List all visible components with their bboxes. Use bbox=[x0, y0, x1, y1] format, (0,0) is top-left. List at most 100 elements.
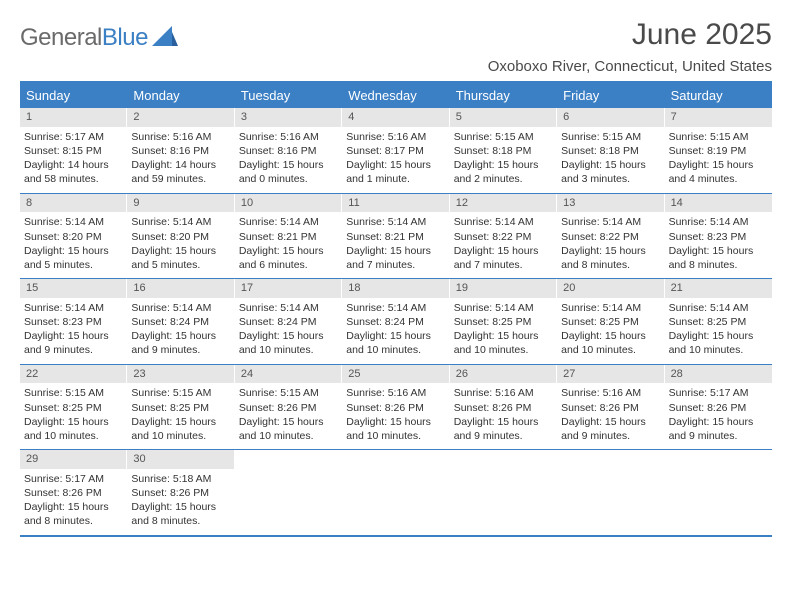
day-body: Sunrise: 5:17 AMSunset: 8:26 PMDaylight:… bbox=[665, 383, 772, 449]
day-cell: 17Sunrise: 5:14 AMSunset: 8:24 PMDayligh… bbox=[235, 279, 342, 364]
day-d2: and 59 minutes. bbox=[131, 172, 230, 186]
day-d2: and 8 minutes. bbox=[669, 258, 768, 272]
day-body: Sunrise: 5:14 AMSunset: 8:23 PMDaylight:… bbox=[20, 298, 127, 364]
day-cell: 2Sunrise: 5:16 AMSunset: 8:16 PMDaylight… bbox=[127, 108, 234, 193]
day-sr: Sunrise: 5:17 AM bbox=[24, 472, 123, 486]
day-d1: Daylight: 15 hours bbox=[24, 415, 123, 429]
date-number: 10 bbox=[235, 194, 342, 213]
day-body: Sunrise: 5:14 AMSunset: 8:25 PMDaylight:… bbox=[665, 298, 772, 364]
day-body: Sunrise: 5:15 AMSunset: 8:26 PMDaylight:… bbox=[235, 383, 342, 449]
day-cell: 14Sunrise: 5:14 AMSunset: 8:23 PMDayligh… bbox=[665, 194, 772, 279]
day-sr: Sunrise: 5:14 AM bbox=[669, 301, 768, 315]
day-ss: Sunset: 8:25 PM bbox=[454, 315, 553, 329]
date-number: 12 bbox=[450, 194, 557, 213]
day-body: Sunrise: 5:15 AMSunset: 8:19 PMDaylight:… bbox=[665, 127, 772, 193]
day-sr: Sunrise: 5:14 AM bbox=[346, 215, 445, 229]
day-d1: Daylight: 15 hours bbox=[669, 415, 768, 429]
day-sr: Sunrise: 5:14 AM bbox=[24, 301, 123, 315]
day-d1: Daylight: 15 hours bbox=[239, 158, 338, 172]
day-body: Sunrise: 5:16 AMSunset: 8:16 PMDaylight:… bbox=[127, 127, 234, 193]
day-d1: Daylight: 15 hours bbox=[131, 500, 230, 514]
dow-monday: Monday bbox=[127, 83, 234, 108]
day-d1: Daylight: 15 hours bbox=[239, 329, 338, 343]
day-d1: Daylight: 15 hours bbox=[561, 415, 660, 429]
date-number: 1 bbox=[20, 108, 127, 127]
day-d2: and 3 minutes. bbox=[561, 172, 660, 186]
date-number: 15 bbox=[20, 279, 127, 298]
day-d2: and 10 minutes. bbox=[454, 343, 553, 357]
date-number: 16 bbox=[127, 279, 234, 298]
day-d1: Daylight: 15 hours bbox=[346, 329, 445, 343]
day-body: Sunrise: 5:17 AMSunset: 8:15 PMDaylight:… bbox=[20, 127, 127, 193]
day-d1: Daylight: 14 hours bbox=[24, 158, 123, 172]
date-number: 3 bbox=[235, 108, 342, 127]
day-d2: and 9 minutes. bbox=[131, 343, 230, 357]
day-cell bbox=[665, 450, 772, 535]
day-ss: Sunset: 8:26 PM bbox=[131, 486, 230, 500]
day-sr: Sunrise: 5:17 AM bbox=[669, 386, 768, 400]
date-number: 5 bbox=[450, 108, 557, 127]
day-d1: Daylight: 15 hours bbox=[24, 329, 123, 343]
day-ss: Sunset: 8:16 PM bbox=[131, 144, 230, 158]
date-number: 29 bbox=[20, 450, 127, 469]
day-d2: and 10 minutes. bbox=[131, 429, 230, 443]
day-body: Sunrise: 5:16 AMSunset: 8:26 PMDaylight:… bbox=[342, 383, 449, 449]
day-d1: Daylight: 15 hours bbox=[561, 158, 660, 172]
weeks-container: 1Sunrise: 5:17 AMSunset: 8:15 PMDaylight… bbox=[20, 108, 772, 535]
day-ss: Sunset: 8:26 PM bbox=[24, 486, 123, 500]
month-title: June 2025 bbox=[488, 18, 772, 52]
day-sr: Sunrise: 5:14 AM bbox=[239, 215, 338, 229]
date-number: 26 bbox=[450, 365, 557, 384]
day-cell bbox=[557, 450, 664, 535]
day-body: Sunrise: 5:15 AMSunset: 8:18 PMDaylight:… bbox=[557, 127, 664, 193]
day-body: Sunrise: 5:16 AMSunset: 8:16 PMDaylight:… bbox=[235, 127, 342, 193]
day-cell: 29Sunrise: 5:17 AMSunset: 8:26 PMDayligh… bbox=[20, 450, 127, 535]
day-body: Sunrise: 5:14 AMSunset: 8:23 PMDaylight:… bbox=[665, 212, 772, 278]
day-body: Sunrise: 5:14 AMSunset: 8:25 PMDaylight:… bbox=[450, 298, 557, 364]
day-d2: and 0 minutes. bbox=[239, 172, 338, 186]
day-ss: Sunset: 8:24 PM bbox=[346, 315, 445, 329]
date-number bbox=[557, 450, 664, 469]
day-d2: and 7 minutes. bbox=[454, 258, 553, 272]
day-cell: 12Sunrise: 5:14 AMSunset: 8:22 PMDayligh… bbox=[450, 194, 557, 279]
day-cell: 19Sunrise: 5:14 AMSunset: 8:25 PMDayligh… bbox=[450, 279, 557, 364]
week-row: 1Sunrise: 5:17 AMSunset: 8:15 PMDaylight… bbox=[20, 108, 772, 194]
day-ss: Sunset: 8:26 PM bbox=[561, 401, 660, 415]
day-d2: and 6 minutes. bbox=[239, 258, 338, 272]
logo: GeneralBlue bbox=[20, 24, 178, 52]
day-ss: Sunset: 8:18 PM bbox=[561, 144, 660, 158]
dow-row: Sunday Monday Tuesday Wednesday Thursday… bbox=[20, 83, 772, 108]
day-sr: Sunrise: 5:14 AM bbox=[669, 215, 768, 229]
day-body: Sunrise: 5:14 AMSunset: 8:22 PMDaylight:… bbox=[557, 212, 664, 278]
day-ss: Sunset: 8:24 PM bbox=[239, 315, 338, 329]
day-d2: and 5 minutes. bbox=[24, 258, 123, 272]
day-ss: Sunset: 8:22 PM bbox=[561, 230, 660, 244]
day-body: Sunrise: 5:14 AMSunset: 8:24 PMDaylight:… bbox=[235, 298, 342, 364]
logo-part2: Blue bbox=[102, 24, 148, 51]
date-number: 17 bbox=[235, 279, 342, 298]
day-d1: Daylight: 15 hours bbox=[131, 329, 230, 343]
date-number: 7 bbox=[665, 108, 772, 127]
day-d1: Daylight: 15 hours bbox=[239, 415, 338, 429]
date-number: 27 bbox=[557, 365, 664, 384]
day-d2: and 8 minutes. bbox=[561, 258, 660, 272]
date-number: 2 bbox=[127, 108, 234, 127]
day-cell: 11Sunrise: 5:14 AMSunset: 8:21 PMDayligh… bbox=[342, 194, 449, 279]
day-cell: 13Sunrise: 5:14 AMSunset: 8:22 PMDayligh… bbox=[557, 194, 664, 279]
day-d1: Daylight: 15 hours bbox=[454, 329, 553, 343]
location-text: Oxoboxo River, Connecticut, United State… bbox=[488, 58, 772, 75]
day-sr: Sunrise: 5:14 AM bbox=[561, 215, 660, 229]
date-number bbox=[450, 450, 557, 469]
day-d1: Daylight: 15 hours bbox=[131, 415, 230, 429]
day-sr: Sunrise: 5:16 AM bbox=[239, 130, 338, 144]
header: GeneralBlue June 2025 Oxoboxo River, Con… bbox=[20, 18, 772, 75]
day-ss: Sunset: 8:25 PM bbox=[561, 315, 660, 329]
date-number: 14 bbox=[665, 194, 772, 213]
day-body: Sunrise: 5:14 AMSunset: 8:21 PMDaylight:… bbox=[342, 212, 449, 278]
day-sr: Sunrise: 5:16 AM bbox=[346, 386, 445, 400]
day-sr: Sunrise: 5:15 AM bbox=[561, 130, 660, 144]
day-sr: Sunrise: 5:15 AM bbox=[454, 130, 553, 144]
day-cell: 26Sunrise: 5:16 AMSunset: 8:26 PMDayligh… bbox=[450, 365, 557, 450]
day-cell: 5Sunrise: 5:15 AMSunset: 8:18 PMDaylight… bbox=[450, 108, 557, 193]
day-d1: Daylight: 15 hours bbox=[346, 158, 445, 172]
